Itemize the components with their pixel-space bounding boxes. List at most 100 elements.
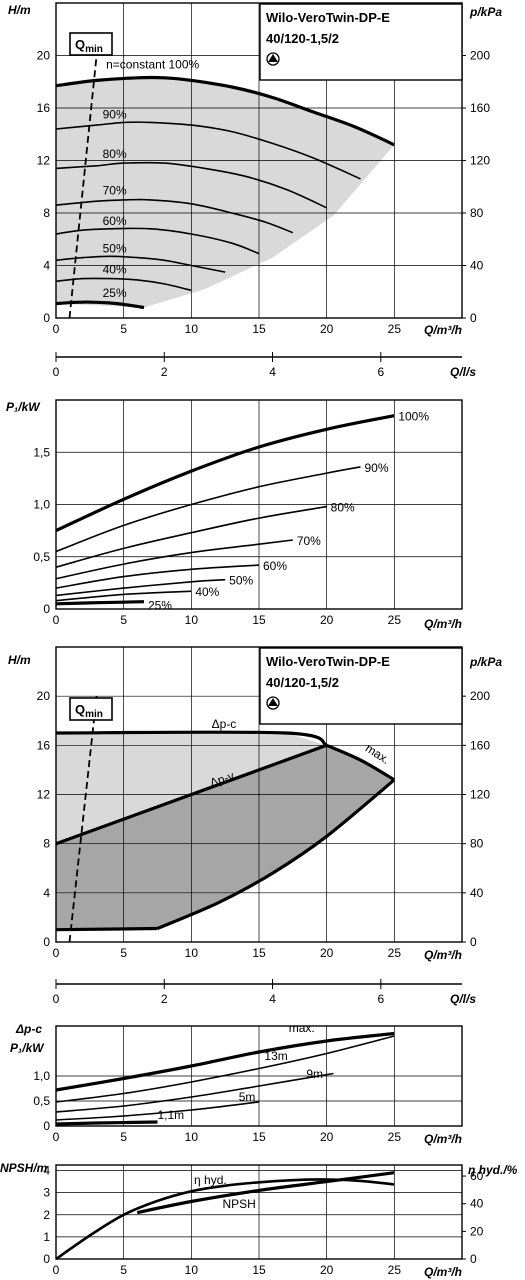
y-axis-label-dpc: Δp-c (15, 1022, 42, 1036)
title-box (259, 647, 463, 725)
panel-power-speed: 0 5 10 15 20 25 0 0,5 1,0 1,5 100% 90% 80% 70% 60% 50% 4… (6, 399, 463, 631)
series-line-90 (55, 466, 361, 553)
x-tick-label-0: 0 (53, 946, 60, 960)
y-tick-label-8: 8 (43, 837, 50, 851)
series-line-qmin (68, 696, 98, 943)
y-tick-label-0-5: 0,5 (33, 1094, 50, 1108)
x-axis-label-q-4: Q/m³/h (424, 1265, 462, 1279)
x-axis-label-q-3: Q/m³/h (424, 1132, 462, 1146)
x-tick-label-5: 5 (120, 946, 127, 960)
curve-label-60: 60% (103, 214, 127, 228)
y2-axis-label-p: p/kPa (469, 5, 502, 19)
x-tick-label-20: 20 (320, 1130, 334, 1144)
x-tick-label-10: 10 (185, 1263, 199, 1277)
x-tick-label-25: 25 (388, 1263, 402, 1277)
series-line-n-constant-100 (55, 75, 395, 147)
y-axis-label-p1: P₁/kW (6, 400, 41, 414)
x-tick-label-15: 15 (252, 1130, 266, 1144)
curve-label-50: 50% (229, 574, 253, 588)
y-tick-label-4: 4 (43, 259, 50, 273)
series-line-25 (55, 300, 145, 310)
plot-frame (55, 1025, 463, 1127)
y-tick-label-8: 8 (43, 206, 50, 220)
pump-title-line1: Wilo-VeroTwin-DP-E (266, 10, 390, 25)
curve-label-n-constant-100: n=constant 100% (106, 58, 199, 72)
series-line-50 (55, 255, 226, 273)
qmin-main: Q (75, 37, 85, 52)
y2-tick-label-60: 60 (470, 1169, 484, 1183)
series-line-80 (55, 161, 328, 209)
y2-axis-label-p-2: p/kPa (469, 655, 502, 669)
qmin-main: Q (75, 702, 85, 717)
curve-label-70: 70% (297, 534, 321, 548)
curve-label-npsh: NPSH (222, 1197, 255, 1211)
x-tick-label-0: 0 (53, 1130, 60, 1144)
x-tick-label-20: 20 (320, 613, 334, 627)
x-axis-label-q-power: Q/m³/h (424, 617, 462, 631)
y-tick-label-0-5: 0,5 (33, 550, 50, 564)
x-axis-label-ls: Q/l/s (450, 992, 476, 1006)
y2-tick-label-0: 0 (470, 311, 477, 325)
y-tick-label-1-0: 1,0 (33, 498, 50, 512)
curve-label-5m: 5m (239, 1090, 256, 1104)
panel-head-control: 0 5 10 15 20 2504812162004080120160200Δp-cΔp-… (8, 646, 502, 962)
y-tick-label-4: 4 (43, 1164, 50, 1178)
x-tick-label-0: 0 (53, 613, 60, 627)
y2-tick-label-40: 40 (470, 1197, 484, 1211)
panel-power-control: 0 5 10 15 20 25 0 0,5 1,0 max.13m 9m 5m 1,1m Δp-c P₁/k… (10, 1021, 463, 1146)
series-line-npsh (136, 1171, 395, 1215)
curve-label-40: 40% (103, 262, 127, 276)
panel-flow-ls-1: 0 2 4 6 Q/l/s (53, 352, 476, 379)
x-tick-label-15: 15 (252, 613, 266, 627)
title-box (259, 3, 463, 81)
y2-tick-label-40: 40 (470, 886, 484, 900)
x-tick-label-25: 25 (388, 1130, 402, 1144)
curve-label-90: 90% (365, 461, 389, 475)
y-tick-label-20: 20 (37, 689, 51, 703)
curve-label-60: 60% (263, 559, 287, 573)
y-tick-label-2: 2 (43, 1208, 50, 1222)
x-tick-label-10: 10 (185, 322, 199, 336)
series-line-25 (55, 600, 145, 606)
wilo-logo-triangle-icon (268, 54, 278, 62)
x-tick-label-20: 20 (320, 946, 334, 960)
y-tick-label-0: 0 (43, 1119, 50, 1133)
x-tick-label-10: 10 (185, 1130, 199, 1144)
curve-label-25: 25% (148, 599, 172, 613)
curve-label-dpc: Δp-c (212, 717, 237, 731)
series-line-1-1m (55, 1120, 158, 1126)
y-axis-label-p1-2: P₁/kW (10, 1041, 45, 1055)
curve-label-80: 80% (103, 147, 127, 161)
series-line-p-v (55, 743, 328, 846)
ls-tick-label-0: 0 (53, 365, 60, 379)
x-tick-label-0: 0 (53, 322, 60, 336)
series-line-90 (55, 121, 361, 180)
x-tick-label-20: 20 (320, 1263, 334, 1277)
qmin-sub: min (85, 709, 103, 720)
x-axis-label-q-2: Q/m³/h (424, 948, 462, 962)
y2-tick-label-0: 0 (470, 1252, 477, 1266)
y-tick-label-16: 16 (37, 738, 51, 752)
y-axis-label-H-2: H/m (8, 653, 31, 667)
y-tick-label-0: 0 (43, 602, 50, 616)
y-axis-label-npsh: NPSH/m (0, 1161, 48, 1175)
x-tick-label-10: 10 (185, 613, 199, 627)
series-line-50 (55, 578, 226, 597)
y2-tick-label-120: 120 (470, 154, 490, 168)
series-line-70 (55, 539, 293, 580)
y-tick-label-0: 0 (43, 311, 50, 325)
ls-tick-label-2: 2 (161, 365, 168, 379)
series-line-lower-envelope (156, 778, 396, 930)
y-tick-label-16: 16 (37, 101, 51, 115)
curve-label-40: 40% (195, 585, 219, 599)
ls-tick-label-6: 6 (377, 365, 384, 379)
dpv-region (56, 745, 395, 930)
x-tick-label-15: 15 (252, 946, 266, 960)
y-axis-label-H: H/m (8, 3, 31, 17)
pump-title-line1: Wilo-VeroTwin-DP-E (266, 654, 390, 669)
series-line-9m (55, 1072, 334, 1113)
plot-frame (55, 1164, 463, 1260)
curve-label-9m: 9m (306, 1067, 323, 1081)
series-line-60 (55, 227, 260, 255)
